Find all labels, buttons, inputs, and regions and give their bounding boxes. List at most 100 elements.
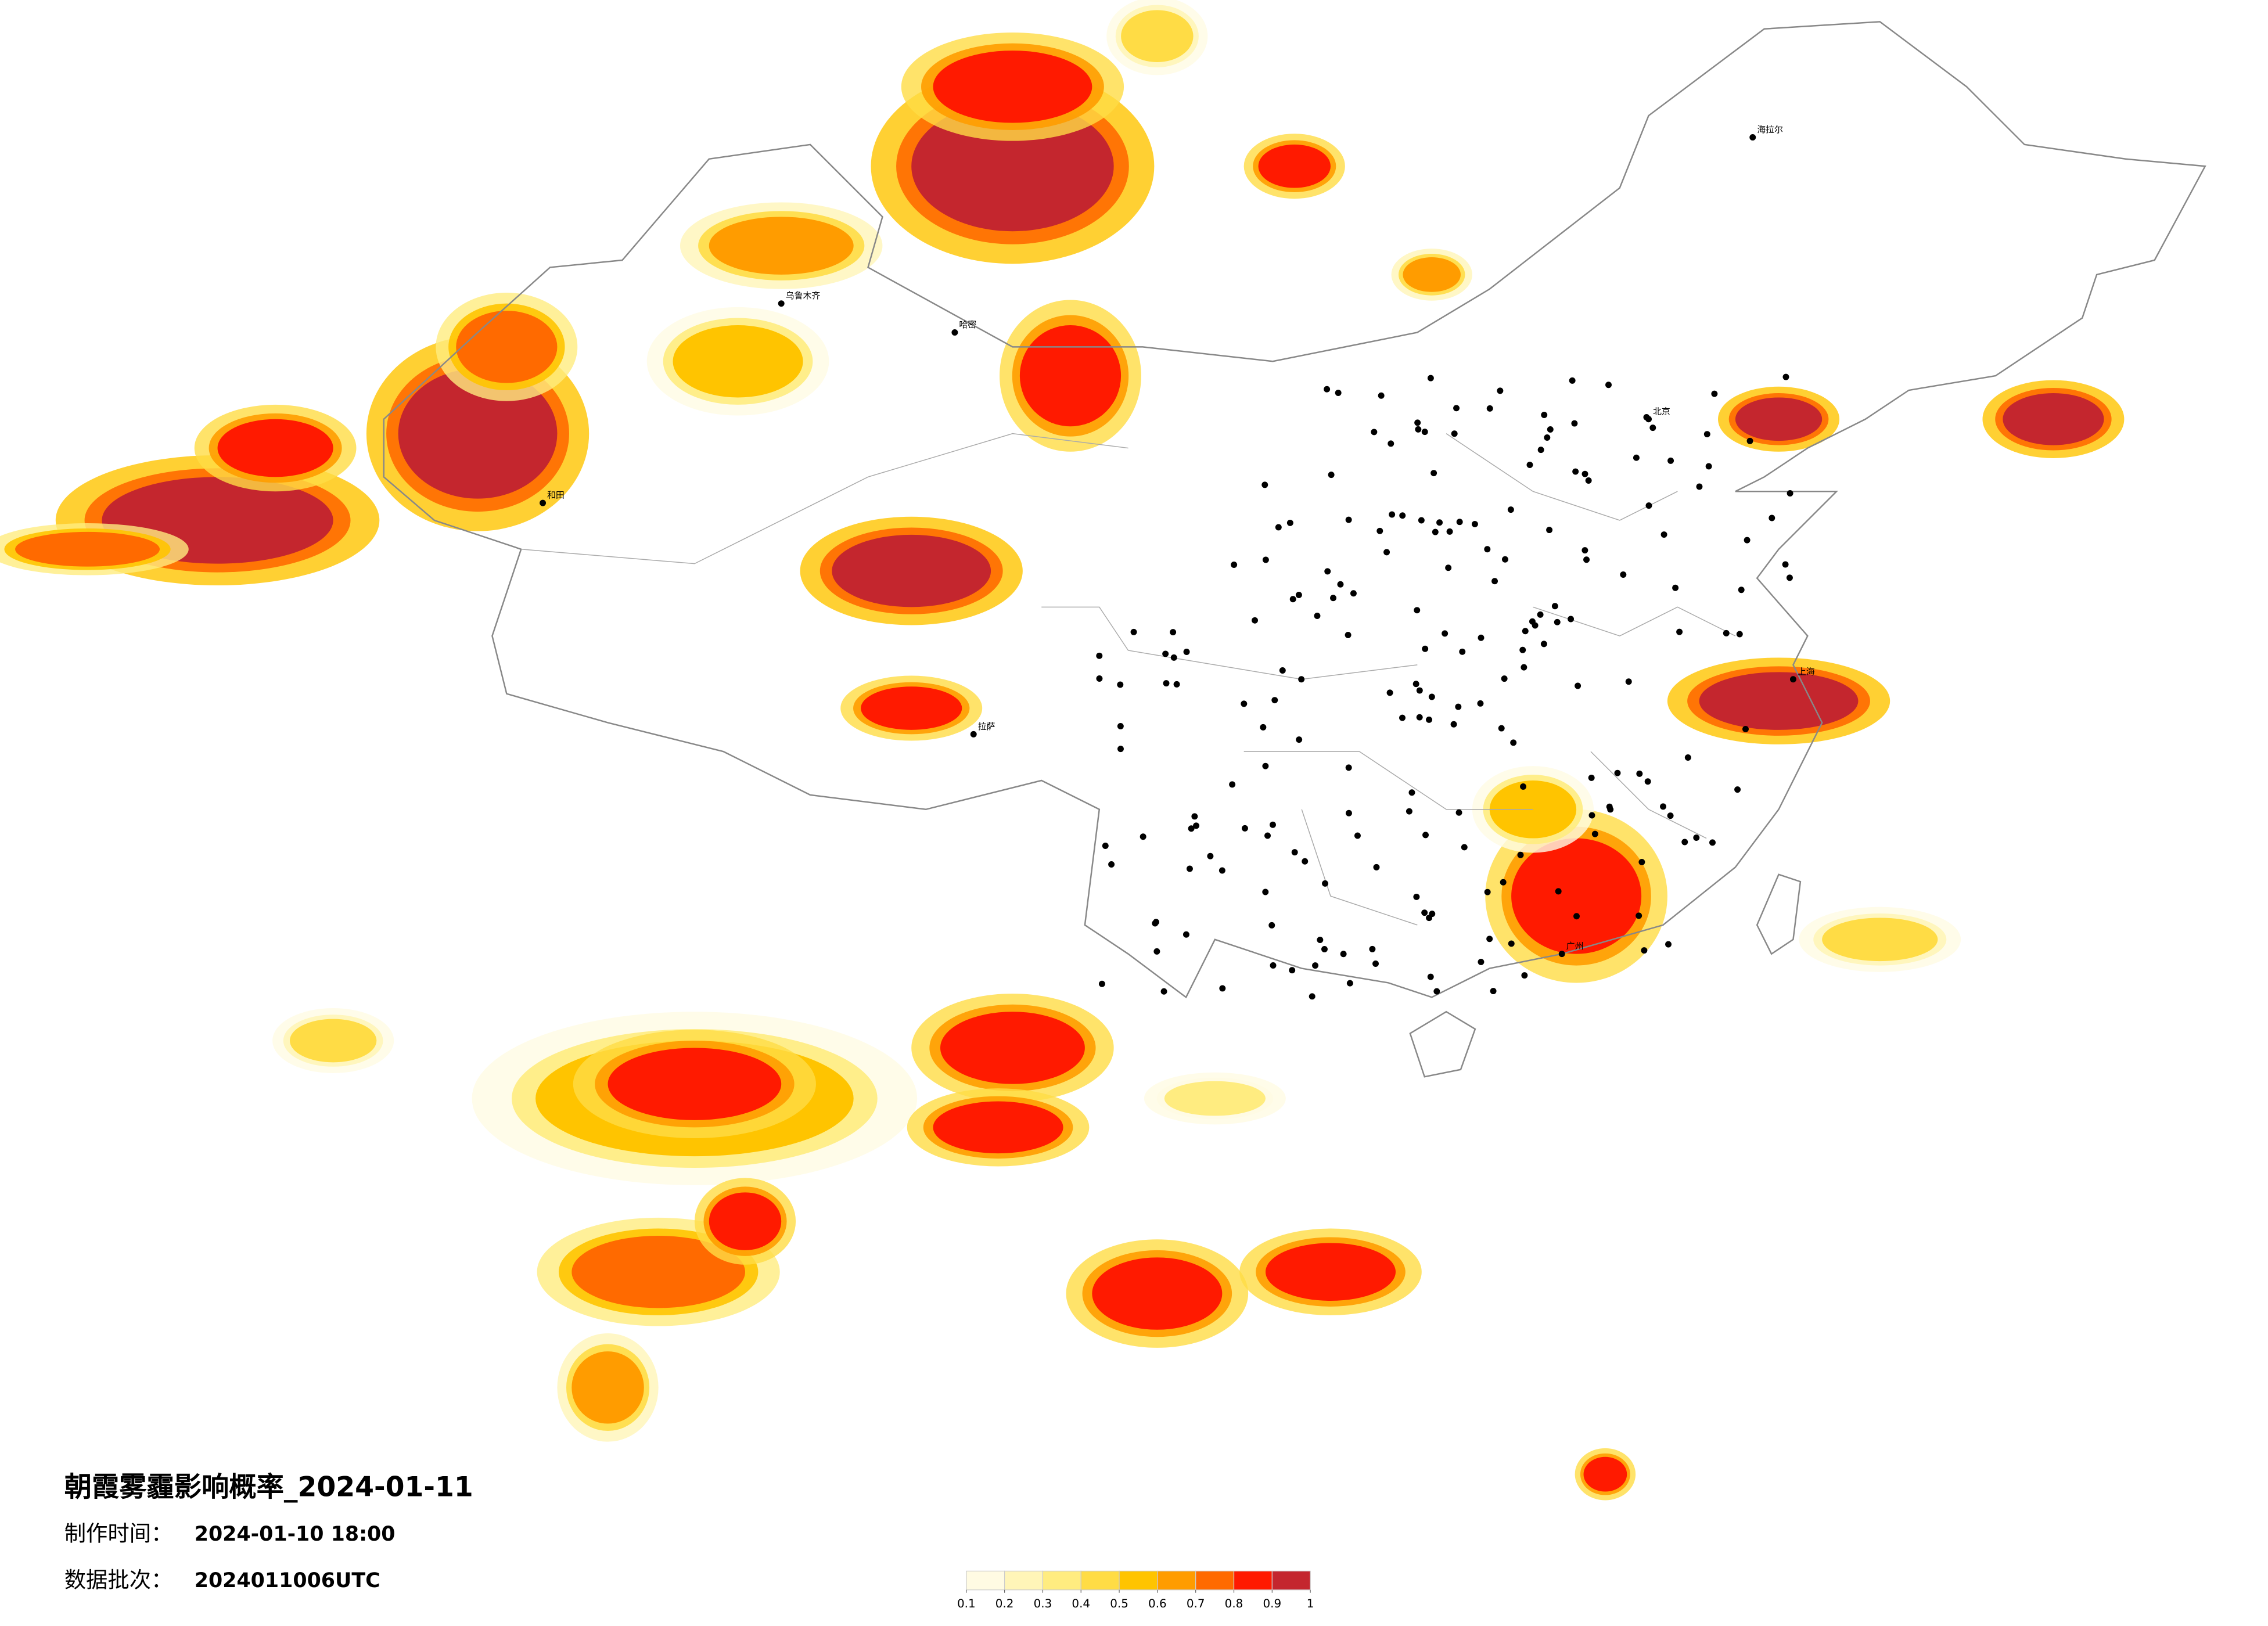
city-dot (1571, 420, 1578, 427)
city-dot (1436, 519, 1443, 526)
legend-swatch (966, 1570, 1005, 1591)
city-dot (1321, 945, 1328, 952)
city-dot (1519, 646, 1526, 653)
city-dot (1605, 382, 1612, 388)
city-dot (1660, 531, 1667, 538)
city-dot (1182, 931, 1189, 938)
city-label: 北京 (1653, 406, 1670, 416)
city-dot (951, 329, 958, 336)
city-dot (1335, 390, 1342, 397)
haze-core (398, 368, 558, 499)
city-dot (1645, 502, 1652, 509)
city-dot (1241, 700, 1248, 707)
city-dot (1388, 440, 1394, 447)
city-dot (1558, 951, 1565, 958)
city-dot (1427, 973, 1434, 980)
legend-tick-label: 0.8 (1225, 1597, 1243, 1610)
city-dot (1625, 678, 1632, 685)
haze-core (217, 419, 333, 477)
city-dot (1162, 650, 1169, 657)
city-dot (1582, 470, 1588, 477)
haze-core (709, 217, 854, 275)
city-dot (1322, 880, 1329, 887)
city-dot (1432, 528, 1439, 535)
city-dot (1477, 700, 1484, 707)
city-dot (1455, 703, 1462, 710)
city-dot (1317, 937, 1324, 944)
city-dot (1442, 630, 1448, 637)
city-dot (1537, 611, 1544, 618)
city-dot (1582, 547, 1588, 554)
city-dot (1490, 988, 1497, 995)
haze-field (0, 0, 2125, 1501)
city-dot (1130, 628, 1137, 635)
city-dot (1430, 470, 1437, 477)
haze-core (1583, 1456, 1627, 1492)
city-dot (1186, 865, 1193, 872)
legend-tick-label: 0.1 (957, 1597, 976, 1610)
city-dot (1183, 649, 1190, 656)
haze-core (1019, 325, 1122, 427)
city-dot (1547, 426, 1554, 433)
city-dot (1711, 390, 1718, 397)
city-dot (1324, 568, 1331, 575)
city-dot (1569, 377, 1576, 384)
city-dot (1302, 858, 1309, 865)
haze-core (15, 531, 160, 567)
city-dot (1568, 616, 1575, 623)
legend-swatch (1157, 1570, 1196, 1591)
city-dot (1696, 483, 1703, 490)
city-dot (1638, 858, 1645, 865)
city-dot (1422, 832, 1429, 839)
city-dot (1544, 434, 1551, 441)
batch-label: 数据批次： (64, 1567, 173, 1592)
city-dot (1540, 641, 1547, 647)
city-dot (1614, 769, 1621, 776)
legend-tick-label: 1 (1307, 1597, 1314, 1610)
city-dot (970, 731, 977, 738)
city-dot (1709, 839, 1716, 846)
city-dot (1478, 958, 1485, 965)
city-dot (1484, 888, 1491, 895)
legend-swatch (1004, 1570, 1044, 1591)
city-dot (1264, 832, 1271, 839)
haze-core (572, 1236, 745, 1308)
city-dot (1117, 746, 1124, 753)
haze-core (1164, 1081, 1266, 1116)
city-dot (1117, 722, 1124, 729)
haze-core (608, 1048, 782, 1120)
city-dot (1298, 676, 1305, 683)
province-lines (521, 433, 1736, 926)
city-dot (1789, 676, 1796, 683)
city-dot (1296, 736, 1303, 743)
city-dot (1262, 556, 1269, 563)
city-dot (1309, 993, 1315, 1000)
city-dot (1369, 945, 1376, 952)
city-dot (1386, 689, 1393, 696)
haze-core (1121, 10, 1194, 63)
city-dot (1541, 411, 1548, 418)
city-dot (1782, 373, 1789, 380)
city-dot (1416, 687, 1423, 694)
city-dot (1373, 864, 1380, 870)
country-outline (383, 21, 2206, 999)
city-dot (540, 499, 547, 506)
city-dot (1160, 988, 1167, 995)
city-dot (1354, 832, 1361, 839)
city-dot (1376, 527, 1383, 534)
city-dot (1207, 852, 1214, 859)
city-dot (1486, 936, 1493, 942)
city-dot (1330, 595, 1336, 602)
city-dot (1456, 519, 1463, 526)
haze-core (289, 1019, 377, 1063)
legend-tick-label: 0.5 (1110, 1597, 1128, 1610)
city-dot (1262, 888, 1269, 895)
haze-core (1265, 1243, 1396, 1301)
city-dot (1231, 562, 1238, 568)
city-dot (1500, 879, 1507, 886)
city-dot (1108, 861, 1115, 868)
city-dot (1191, 813, 1198, 820)
taiwan (1756, 873, 1802, 955)
haze-core (832, 534, 991, 607)
legend: 0.1 0.2 0.3 0.4 0.5 0.6 0.7 0.8 0.9 1 (957, 1570, 1314, 1610)
